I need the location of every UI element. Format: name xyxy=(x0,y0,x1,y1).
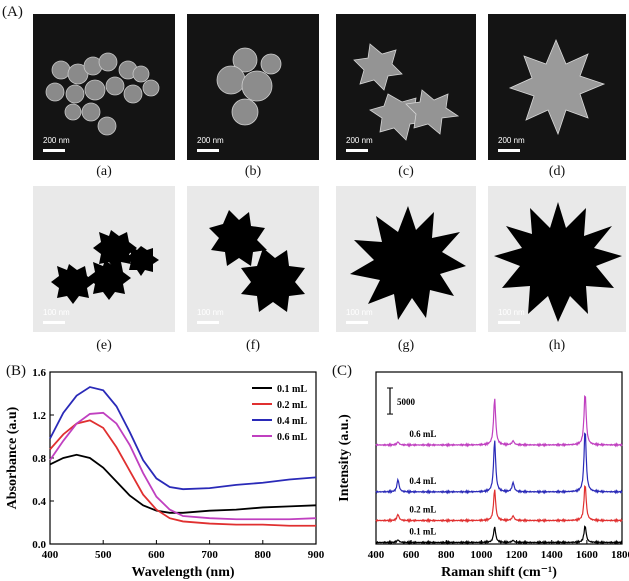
series-line xyxy=(375,432,623,495)
scale-bar xyxy=(43,321,65,324)
x-tick-label: 1000 xyxy=(470,549,493,561)
raman-chart: 400 600 800 1000 1200 1400 1600 1800 Raman shift… xyxy=(337,371,629,580)
sem-particles-d xyxy=(508,38,606,136)
x-tick-label: 1400 xyxy=(541,549,564,561)
sem-particles-c xyxy=(353,43,460,141)
scale-bar xyxy=(197,321,219,324)
tem-image-f: 100 nm xyxy=(187,186,319,332)
tem-particles-e xyxy=(51,230,159,304)
scale-bar xyxy=(197,149,219,152)
sem-image-d: 200 nm xyxy=(488,14,626,160)
sub-label-e: (e) xyxy=(96,338,112,353)
y-tick-label: 0.0 xyxy=(32,539,46,551)
x-tick-label: 900 xyxy=(308,549,325,561)
series-line xyxy=(49,419,316,527)
y-axis-label: Intensity (a.u.) xyxy=(337,414,352,502)
sub-label-c: (c) xyxy=(398,164,414,179)
scale-bar xyxy=(346,149,368,152)
tem-particles-g xyxy=(350,206,466,320)
x-tick-label: 1200 xyxy=(506,549,529,561)
sub-label-d: (d) xyxy=(548,164,566,179)
series-label: 0.1 mL xyxy=(409,526,436,536)
sub-label-a: (a) xyxy=(96,164,112,179)
series-line xyxy=(49,453,317,514)
tem-particles-f xyxy=(209,210,305,312)
series-label: 0.6 mL xyxy=(409,429,436,439)
sub-label-g: (g) xyxy=(397,338,415,353)
sem-image-c: 200 nm xyxy=(336,14,476,160)
x-axis-label: Wavelength (nm) xyxy=(131,565,234,580)
scale-bar xyxy=(498,321,520,324)
legend-label: 0.1 mL xyxy=(277,384,307,395)
scale-bar xyxy=(498,149,520,152)
tem-image-h: 100 nm xyxy=(488,186,626,332)
series-line xyxy=(49,386,317,491)
scale-bar xyxy=(346,321,368,324)
sub-label-b: (b) xyxy=(244,164,262,179)
legend-label: 0.4 mL xyxy=(277,416,307,427)
sem-particles-a xyxy=(45,52,160,136)
y-tick-label: 1.2 xyxy=(32,410,46,422)
x-tick-label: 800 xyxy=(255,549,272,561)
scale-label: 100 nm xyxy=(197,308,224,317)
scale-label: 200 nm xyxy=(498,136,525,145)
x-axis-label: Raman shift (cm⁻¹) xyxy=(441,565,557,580)
panel-label-b: (B) xyxy=(6,363,26,379)
scale-label: 100 nm xyxy=(498,308,525,317)
x-tick-label: 500 xyxy=(95,549,112,561)
sub-label-h: (h) xyxy=(548,338,566,353)
scale-label: 100 nm xyxy=(43,308,70,317)
sub-label-f: (f) xyxy=(246,338,260,353)
series-label: 0.2 mL xyxy=(409,505,436,515)
tem-image-e: 100 nm xyxy=(33,186,175,332)
series-line xyxy=(375,525,623,546)
series-line xyxy=(49,411,317,521)
scale-bar-label: 5000 xyxy=(397,397,416,407)
scale-bar xyxy=(43,149,65,152)
panel-label-a: (A) xyxy=(2,4,23,20)
legend-label: 0.2 mL xyxy=(277,400,307,411)
sem-image-b: 200 nm xyxy=(187,14,319,160)
y-axis-label: Absorbance (a.u) xyxy=(5,406,20,509)
x-tick-label: 700 xyxy=(201,549,218,561)
series-line xyxy=(375,395,623,448)
panel-label-c: (C) xyxy=(332,363,352,379)
x-tick-label: 1800 xyxy=(611,549,629,561)
y-tick-label: 0.8 xyxy=(32,453,46,465)
absorbance-chart: 400 500 600 700 800 900 0.0 0.4 0.8 1.2 1.6 Wavelen… xyxy=(5,367,325,580)
scale-label: 200 nm xyxy=(43,136,70,145)
x-tick-label: 1600 xyxy=(576,549,599,561)
x-tick-label: 400 xyxy=(42,549,59,561)
y-tick-label: 0.4 xyxy=(32,496,46,508)
x-tick-label: 800 xyxy=(438,549,455,561)
tem-image-g: 100 nm xyxy=(336,186,476,332)
scale-label: 200 nm xyxy=(346,136,373,145)
y-tick-label: 1.6 xyxy=(32,367,46,379)
x-tick-label: 600 xyxy=(148,549,165,561)
legend-label: 0.6 mL xyxy=(277,432,307,443)
series-label: 0.4 mL xyxy=(409,476,436,486)
sem-image-a: 200 nm xyxy=(33,14,175,160)
x-tick-label: 400 xyxy=(368,549,385,561)
scale-label: 100 nm xyxy=(346,308,373,317)
series-line xyxy=(375,485,623,524)
sem-particles-b xyxy=(216,47,282,126)
scale-label: 200 nm xyxy=(197,136,224,145)
plot-frame xyxy=(375,371,623,545)
x-tick-label: 600 xyxy=(403,549,420,561)
tem-particles-h xyxy=(494,202,622,322)
